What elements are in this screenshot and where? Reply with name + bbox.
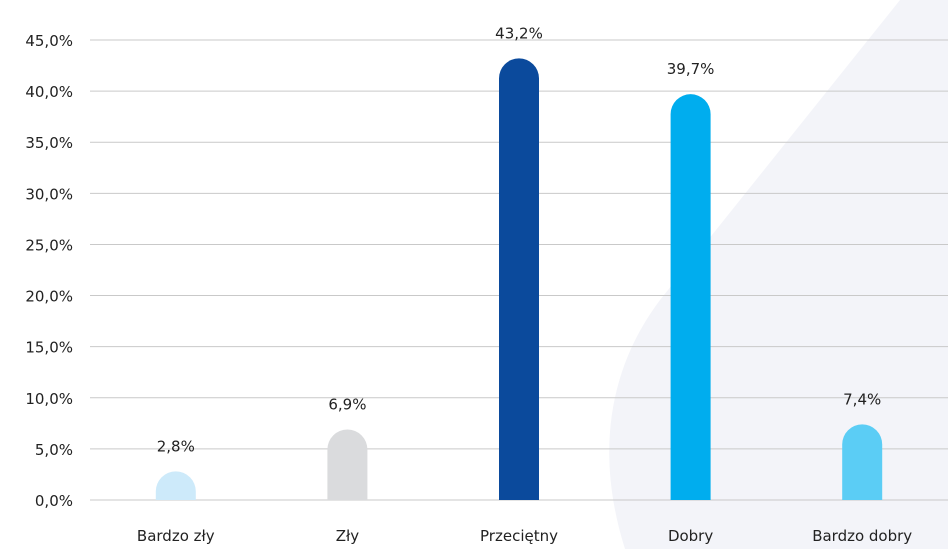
y-tick-label: 0,0% [35,492,73,510]
background-swoosh [609,0,948,549]
x-category-label: Bardzo zły [137,527,215,545]
bar [155,471,196,500]
y-tick-label: 15,0% [25,339,73,357]
background-decoration [609,0,948,549]
y-tick-label: 25,0% [25,236,73,254]
y-tick-label: 10,0% [25,390,73,408]
x-category-label: Bardzo dobry [812,527,912,545]
y-tick-label: 20,0% [25,288,73,306]
data-label: 6,9% [328,395,366,413]
x-category-label: Przeciętny [480,527,558,545]
x-axis-category-labels: Bardzo zły Zły Przeciętny Dobry Bardzo dobry [137,527,912,545]
bar [842,424,883,500]
y-tick-label: 30,0% [25,185,73,203]
bar [670,94,711,500]
y-tick-label: 5,0% [35,441,73,459]
x-category-label: Dobry [668,527,713,545]
y-tick-label: 40,0% [25,83,73,101]
data-label: 2,8% [157,437,195,455]
y-tick-label: 35,0% [25,134,73,152]
bars [155,58,883,501]
bar [327,429,368,500]
y-axis-tick-labels: 0,0% 5,0% 10,0% 15,0% 20,0% 25,0% 30,0% 35,0% 40… [25,32,73,510]
x-category-label: Zły [336,527,360,545]
y-tick-label: 45,0% [25,32,73,50]
data-label: 39,7% [667,60,715,78]
data-label: 43,2% [495,24,543,42]
data-label: 7,4% [843,390,881,408]
bar [499,58,539,501]
data-labels: 2,8% 6,9% 43,2% 39,7% 7,4% [157,24,882,455]
